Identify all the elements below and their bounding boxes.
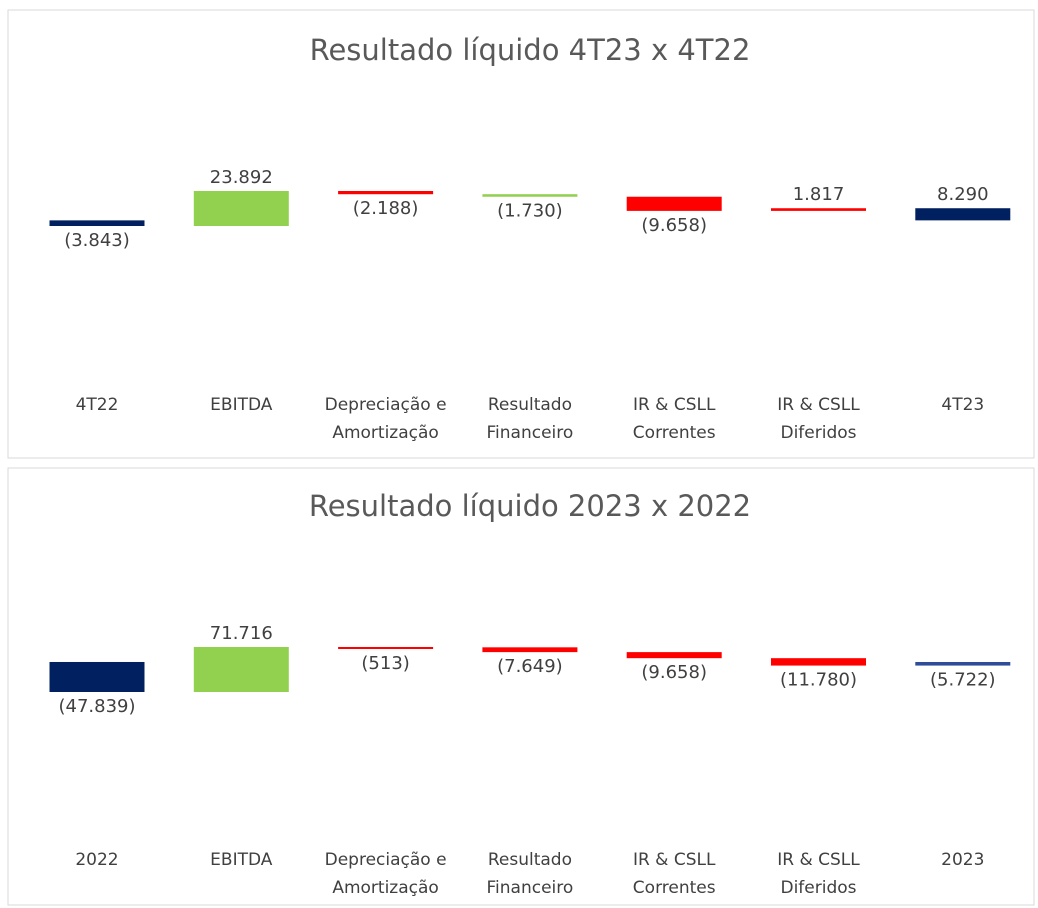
value-label: (513) [361,653,409,674]
category-label: Amortização [332,878,438,898]
bar [482,194,578,197]
category-label: Resultado [488,395,572,415]
bar [626,196,722,211]
category-label: IR & CSLL [633,395,716,415]
value-label: 1.817 [793,184,845,205]
category-label: IR & CSLL [777,395,860,415]
value-label: (7.649) [497,656,563,677]
chart-title: Resultado líquido 4T23 x 4T22 [310,33,751,67]
bar [338,191,434,195]
value-label: (3.843) [64,230,130,251]
bar [482,647,578,653]
category-label: Correntes [633,878,716,898]
value-label: (5.722) [930,670,996,691]
category-label: EBITDA [210,395,273,415]
bar [49,661,145,692]
category-label: Financeiro [487,878,574,898]
value-label: (1.730) [497,201,563,222]
panel [7,9,1035,459]
category-label: 2023 [941,850,984,870]
category-label: IR & CSLL [777,850,860,870]
category-label: Diferidos [780,423,856,443]
bar [193,647,289,692]
category-label: Amortização [332,423,438,443]
value-label: 71.716 [210,623,273,644]
bar [626,652,722,659]
category-label: 4T23 [941,395,984,415]
category-label: Correntes [633,423,716,443]
bar [915,661,1011,666]
value-label: (11.780) [780,670,857,691]
category-label: EBITDA [210,850,273,870]
category-label: Diferidos [780,878,856,898]
bar [193,191,289,226]
category-label: Depreciação e [325,850,447,870]
chart-title: Resultado líquido 2023 x 2022 [309,489,751,523]
bar [49,220,145,226]
category-label: IR & CSLL [633,850,716,870]
value-label: (47.839) [58,696,135,717]
value-label: 23.892 [210,167,273,188]
category-label: Depreciação e [325,395,447,415]
bar [771,208,866,211]
bar [915,208,1011,221]
value-label: (9.658) [641,215,707,236]
category-label: Resultado [488,850,572,870]
category-label: Financeiro [487,423,574,443]
category-label: 4T22 [76,395,119,415]
bar [771,658,866,666]
value-label: 8.290 [937,184,989,205]
value-label: (2.188) [353,198,419,219]
value-label: (9.658) [641,662,707,683]
category-label: 2022 [75,850,118,870]
bar [338,647,434,649]
panel [7,467,1035,906]
